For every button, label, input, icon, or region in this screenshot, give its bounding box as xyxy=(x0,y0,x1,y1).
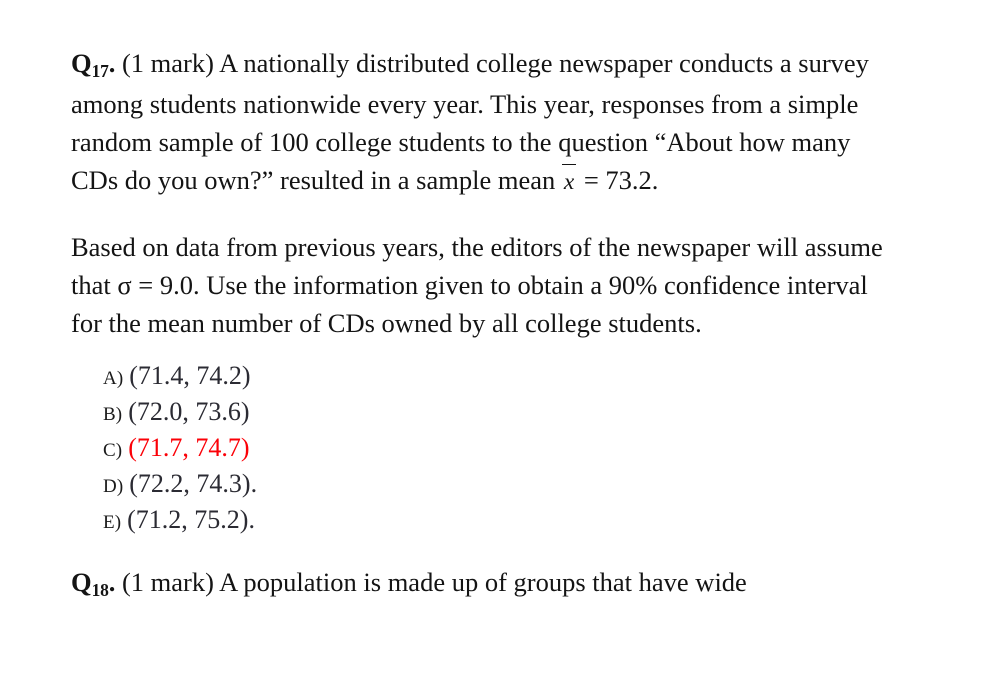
question-18-marks: (1 mark) xyxy=(121,567,214,597)
question-18-text: A population is made up of groups that h… xyxy=(213,567,747,597)
question-17-number: Q17. xyxy=(71,48,116,81)
question-17-text-part-1: A nationally distributed college newspap… xyxy=(71,48,869,195)
option-text-e: (71.2, 75.2). xyxy=(127,505,255,534)
question-17-stem-paragraph-1: Q17. (1 mark) A nationally distributed c… xyxy=(71,44,901,199)
question-18-number: Q18. xyxy=(71,567,116,600)
option-letter-c: C) xyxy=(103,440,123,461)
question-content: Q17. (1 mark) A nationally distributed c… xyxy=(71,44,901,604)
question-17-stem-paragraph-2: Based on data from previous years, the e… xyxy=(71,232,883,338)
question-17-marks: (1 mark) xyxy=(115,48,214,78)
next-question-number-suffix: . xyxy=(108,567,116,597)
option-letter-e: E) xyxy=(103,512,122,533)
question-number-suffix: . xyxy=(108,48,116,78)
option-letter-d: D) xyxy=(103,476,124,497)
answer-option-a[interactable]: A) (71.4, 74.2) xyxy=(103,361,901,397)
option-text-c: (71.7, 74.7) xyxy=(128,433,250,462)
question-18-block: Q18. (1 mark) A population is made up of… xyxy=(71,563,901,604)
next-question-number-subscript: 18 xyxy=(91,579,109,600)
option-text-b: (72.0, 73.6) xyxy=(128,397,250,426)
marks-label: (1 mark) xyxy=(121,48,214,78)
answer-option-c[interactable]: C) (71.7, 74.7) xyxy=(103,433,901,469)
option-text-d: (72.2, 74.3). xyxy=(129,469,258,498)
next-question-number-prefix: Q xyxy=(71,567,92,597)
answer-option-e[interactable]: E) (71.2, 75.2). xyxy=(103,505,901,541)
answer-option-b[interactable]: B) (72.0, 73.6) xyxy=(103,397,901,433)
sample-mean-symbol: x xyxy=(561,163,577,195)
option-letter-b: B) xyxy=(103,404,123,425)
option-letter-a: A) xyxy=(103,368,124,389)
answer-options-list: A) (71.4, 74.2) B) (72.0, 73.6) C) (71.7… xyxy=(71,361,901,541)
question-number-prefix: Q xyxy=(71,48,92,78)
option-text-a: (71.4, 74.2) xyxy=(129,361,251,390)
question-17-text-part-2: = 73.2. xyxy=(577,165,659,195)
question-17-block: Q17. (1 mark) A nationally distributed c… xyxy=(71,44,901,342)
question-number-subscript: 17 xyxy=(91,60,109,81)
answer-option-d[interactable]: D) (72.2, 74.3). xyxy=(103,469,901,505)
